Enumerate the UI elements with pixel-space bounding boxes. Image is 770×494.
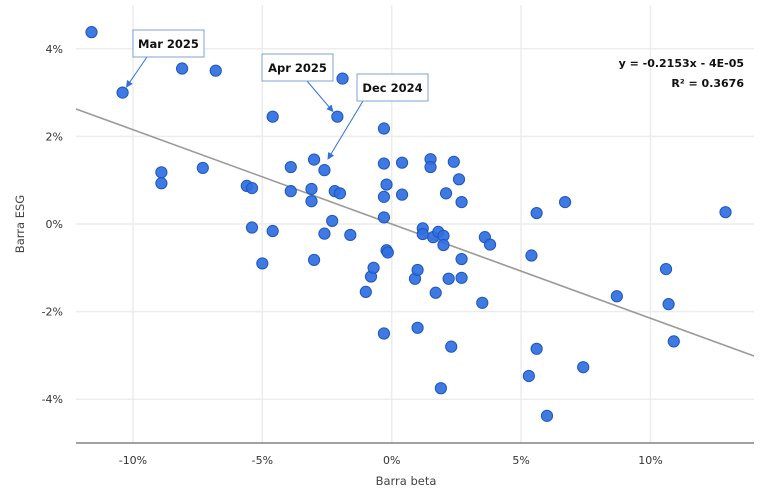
data-point [359,285,372,298]
x-tick-label: 0% [383,454,400,467]
y-tick-label: 0% [46,218,63,231]
data-point [439,187,453,200]
data-point [196,161,209,175]
y-tick-label: -4% [42,393,63,406]
data-point [577,361,590,374]
data-point [175,62,189,75]
data-point [530,342,543,355]
data-point [381,246,394,259]
data-point [610,290,623,303]
data-point [530,206,543,220]
x-axis-label: Barra beta [376,474,437,488]
y-tick-label: 4% [46,43,63,56]
data-point [367,261,380,274]
x-tick-label: -10% [119,454,147,467]
data-point [411,321,424,334]
data-point [256,257,269,270]
data-point [116,86,129,99]
data-point [245,181,259,195]
y-axis-label: Barra ESG [13,195,27,253]
x-axis-ticks: -10% -5% 0% 5% 10% [119,454,663,467]
annotation-box [356,73,429,102]
x-tick-label: 10% [638,454,662,467]
data-point [331,110,344,123]
annotation-arrow [327,100,364,160]
data-point [85,26,98,39]
data-point [245,221,259,234]
annotation-label: Mar 2025 [138,37,199,51]
data-point [284,185,297,198]
data-point [266,110,279,123]
data-point [445,340,458,353]
annotation-label: Dec 2024 [362,81,422,95]
data-point [455,271,468,284]
data-point [395,188,409,201]
annotation-callout: Mar 2025 [125,29,205,88]
data-point [155,177,168,190]
annotation-box [261,53,334,82]
data-point [307,153,321,166]
data-point [377,157,391,170]
y-tick-label: 2% [46,130,63,143]
y-tick-label: -2% [42,306,63,319]
data-point [719,206,732,219]
data-point [318,227,331,240]
data-point [395,156,409,169]
data-point [667,335,680,348]
data-point [155,166,168,179]
data-point [344,228,357,242]
data-point [434,382,447,395]
data-point [424,160,437,174]
data-point [377,327,391,340]
data-point [455,252,468,266]
data-point [318,164,331,177]
data-point [380,178,393,191]
data-point [659,263,673,276]
data-point [377,190,391,203]
x-tick-label: -5% [252,454,273,467]
data-point [540,409,554,422]
annotation-arrow [125,56,148,88]
data-points [85,26,732,422]
data-point [452,173,466,186]
data-point [455,196,468,209]
data-point [416,227,429,241]
data-point [209,64,222,77]
data-point [333,187,347,200]
annotation-callout: Dec 2024 [327,73,429,160]
data-point [522,369,535,383]
data-point [266,224,279,238]
data-point [662,298,675,311]
data-point [558,196,572,209]
annotations: Mar 2025 Apr 2025 Dec 2024 [125,29,429,160]
data-point [525,249,538,262]
data-point [476,296,489,309]
annotation-arrow [306,80,334,113]
trendline-r-squared: R² = 0.3676 [671,77,744,90]
annotation-box [132,29,205,58]
x-tick-label: 5% [512,454,529,467]
data-point [437,238,450,252]
data-point [307,253,321,267]
data-point [284,160,297,174]
data-point [447,155,460,168]
data-point [305,182,318,196]
annotation-label: Apr 2025 [268,61,327,75]
data-point [442,272,455,285]
trendline-equation: y = -0.2153x - 4E-05 [619,57,744,70]
data-point [483,238,497,251]
data-point [411,263,424,277]
data-point [377,211,391,224]
annotation-callout: Apr 2025 [261,53,334,113]
data-point [326,214,339,228]
trendline [75,108,755,357]
data-point [336,72,349,85]
data-point [305,195,318,208]
data-point [377,122,391,135]
y-axis-ticks: -4% -2% 0% 2% 4% [42,43,63,406]
data-point [429,286,442,299]
